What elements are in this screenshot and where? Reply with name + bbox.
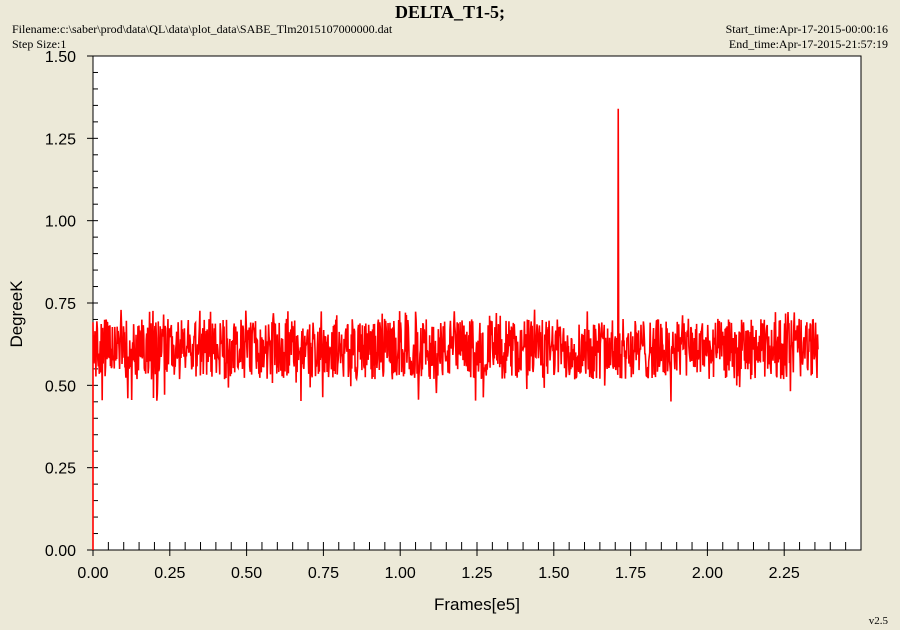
step-size-label: Step Size:1 (12, 37, 67, 51)
x-tick-label: 1.50 (538, 565, 569, 582)
y-tick-label: 1.50 (45, 49, 76, 66)
y-tick-label: 0.00 (45, 543, 76, 560)
x-tick-label: 0.25 (154, 565, 185, 582)
plot-area (92, 55, 862, 551)
y-tick-label: 1.25 (45, 131, 76, 148)
y-axis-ticks: 0.00 0.25 0.50 0.75 1.00 1.25 1.50 (45, 49, 98, 560)
y-axis-label: DegreeK (7, 280, 26, 348)
series-line (92, 108, 819, 550)
y-tick-label: 0.25 (45, 461, 76, 478)
x-axis-ticks: 0.00 0.25 0.50 0.75 1.00 1.25 1.50 1.75 2.00 2.25 (77, 542, 862, 582)
series-layer (92, 108, 819, 550)
x-tick-label: 2.25 (769, 565, 800, 582)
y-tick-label: 0.75 (45, 296, 76, 313)
x-tick-label: 0.00 (77, 565, 108, 582)
y-tick-label: 1.00 (45, 214, 76, 231)
x-tick-label: 0.50 (231, 565, 262, 582)
y-tick-label: 0.50 (45, 378, 76, 395)
x-tick-label: 1.00 (385, 565, 416, 582)
chart-title: DELTA_T1-5; (394, 2, 506, 22)
version-label: v2.5 (868, 615, 888, 627)
x-tick-label: 2.00 (692, 565, 723, 582)
x-tick-label: 0.75 (308, 565, 339, 582)
start-time-label: Start_time:Apr-17-2015-00:00:16 (725, 22, 888, 36)
filename-label: Filename:c:\saber\prod\data\QL\data\plot… (12, 22, 393, 36)
x-tick-label: 1.75 (615, 565, 646, 582)
x-axis-label: Frames[e5] (434, 595, 520, 614)
end-time-label: End_time:Apr-17-2015-21:57:19 (728, 37, 888, 51)
x-tick-label: 1.25 (461, 565, 492, 582)
